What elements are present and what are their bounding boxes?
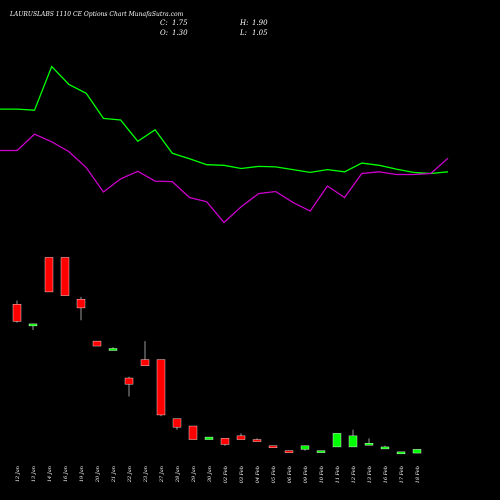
x-tick-label: 12 Jan xyxy=(15,466,21,482)
candle-body xyxy=(380,446,390,450)
open-label: O: xyxy=(160,29,168,37)
x-tick-label: 02 Feb xyxy=(223,466,229,483)
candle-body xyxy=(92,340,102,347)
candle-body xyxy=(300,445,310,450)
candle-body xyxy=(412,449,422,454)
candle-body xyxy=(268,445,278,448)
x-tick-label: 11 Feb xyxy=(335,466,341,483)
candle-body xyxy=(76,299,86,309)
x-tick-label: 27 Jan xyxy=(159,466,165,483)
x-tick-label: 05 Feb xyxy=(271,466,277,483)
close-value: 1.75 xyxy=(172,19,188,27)
candle-body xyxy=(172,418,182,428)
line-series-group xyxy=(0,65,449,224)
candle-body xyxy=(156,359,166,416)
x-tick-label: 28 Jan xyxy=(175,466,181,483)
candle-body xyxy=(348,435,358,448)
candle-body xyxy=(12,304,22,322)
candle-body xyxy=(332,433,342,448)
x-tick-label: 17 Feb xyxy=(399,466,405,483)
candle-body xyxy=(60,257,70,296)
x-tick-label: 20 Jan xyxy=(95,466,101,483)
x-tick-label: 06 Feb xyxy=(287,466,293,483)
open-value: 1.30 xyxy=(172,29,188,37)
candle-body xyxy=(236,435,246,440)
candle-body xyxy=(364,443,374,446)
x-tick-label: 23 Jan xyxy=(143,466,149,483)
x-tick-label: 09 Feb xyxy=(303,466,309,483)
x-tick-label: 13 Jan xyxy=(31,466,37,482)
x-tick-label: 12 Feb xyxy=(351,466,357,483)
x-tick-label: 21 Jan xyxy=(111,466,117,483)
candle-body xyxy=(284,450,294,453)
x-tick-label: 30 Jan xyxy=(207,466,213,482)
x-tick-label: 18 Feb xyxy=(415,466,421,483)
candle-body xyxy=(316,450,326,453)
candles-group xyxy=(12,257,422,455)
candle-body xyxy=(108,348,118,351)
candle-body xyxy=(44,257,54,293)
x-tick-label: 16 Jan xyxy=(63,466,69,482)
candle-body xyxy=(220,438,230,445)
candle-body xyxy=(396,451,406,455)
x-tick-label: 22 Jan xyxy=(127,466,133,483)
low-value: 1.05 xyxy=(252,29,268,37)
candle-body xyxy=(188,425,198,440)
candle-body xyxy=(252,439,262,442)
x-tick-label: 13 Feb xyxy=(367,466,373,483)
high-value: 1.90 xyxy=(252,19,268,27)
x-tick-label: 10 Feb xyxy=(319,466,325,483)
x-tick-labels: 12 Jan 13 Jan 14 Jan 16 Jan 19 Jan 20 Jan 21 J… xyxy=(15,466,421,483)
low-label: L: xyxy=(239,29,247,37)
candle-body xyxy=(204,436,214,440)
x-tick-label: 04 Feb xyxy=(255,466,261,483)
x-tick-label: 19 Jan xyxy=(79,466,85,482)
chart-title: LAURUSLABS 1110 CE Options Chart MunafaS… xyxy=(9,11,184,18)
indicator-line-1 xyxy=(0,65,449,175)
x-tick-label: 16 Feb xyxy=(383,466,389,483)
x-tick-label: 03 Feb xyxy=(239,466,245,483)
candle-body xyxy=(140,359,150,366)
x-tick-label: 14 Jan xyxy=(47,466,53,482)
candle-body xyxy=(28,323,38,327)
candle-body xyxy=(124,377,134,385)
x-tick-label: 29 Jan xyxy=(191,466,197,483)
high-label: H: xyxy=(239,19,248,27)
close-label: C: xyxy=(160,19,168,27)
indicator-line-2 xyxy=(0,133,449,224)
